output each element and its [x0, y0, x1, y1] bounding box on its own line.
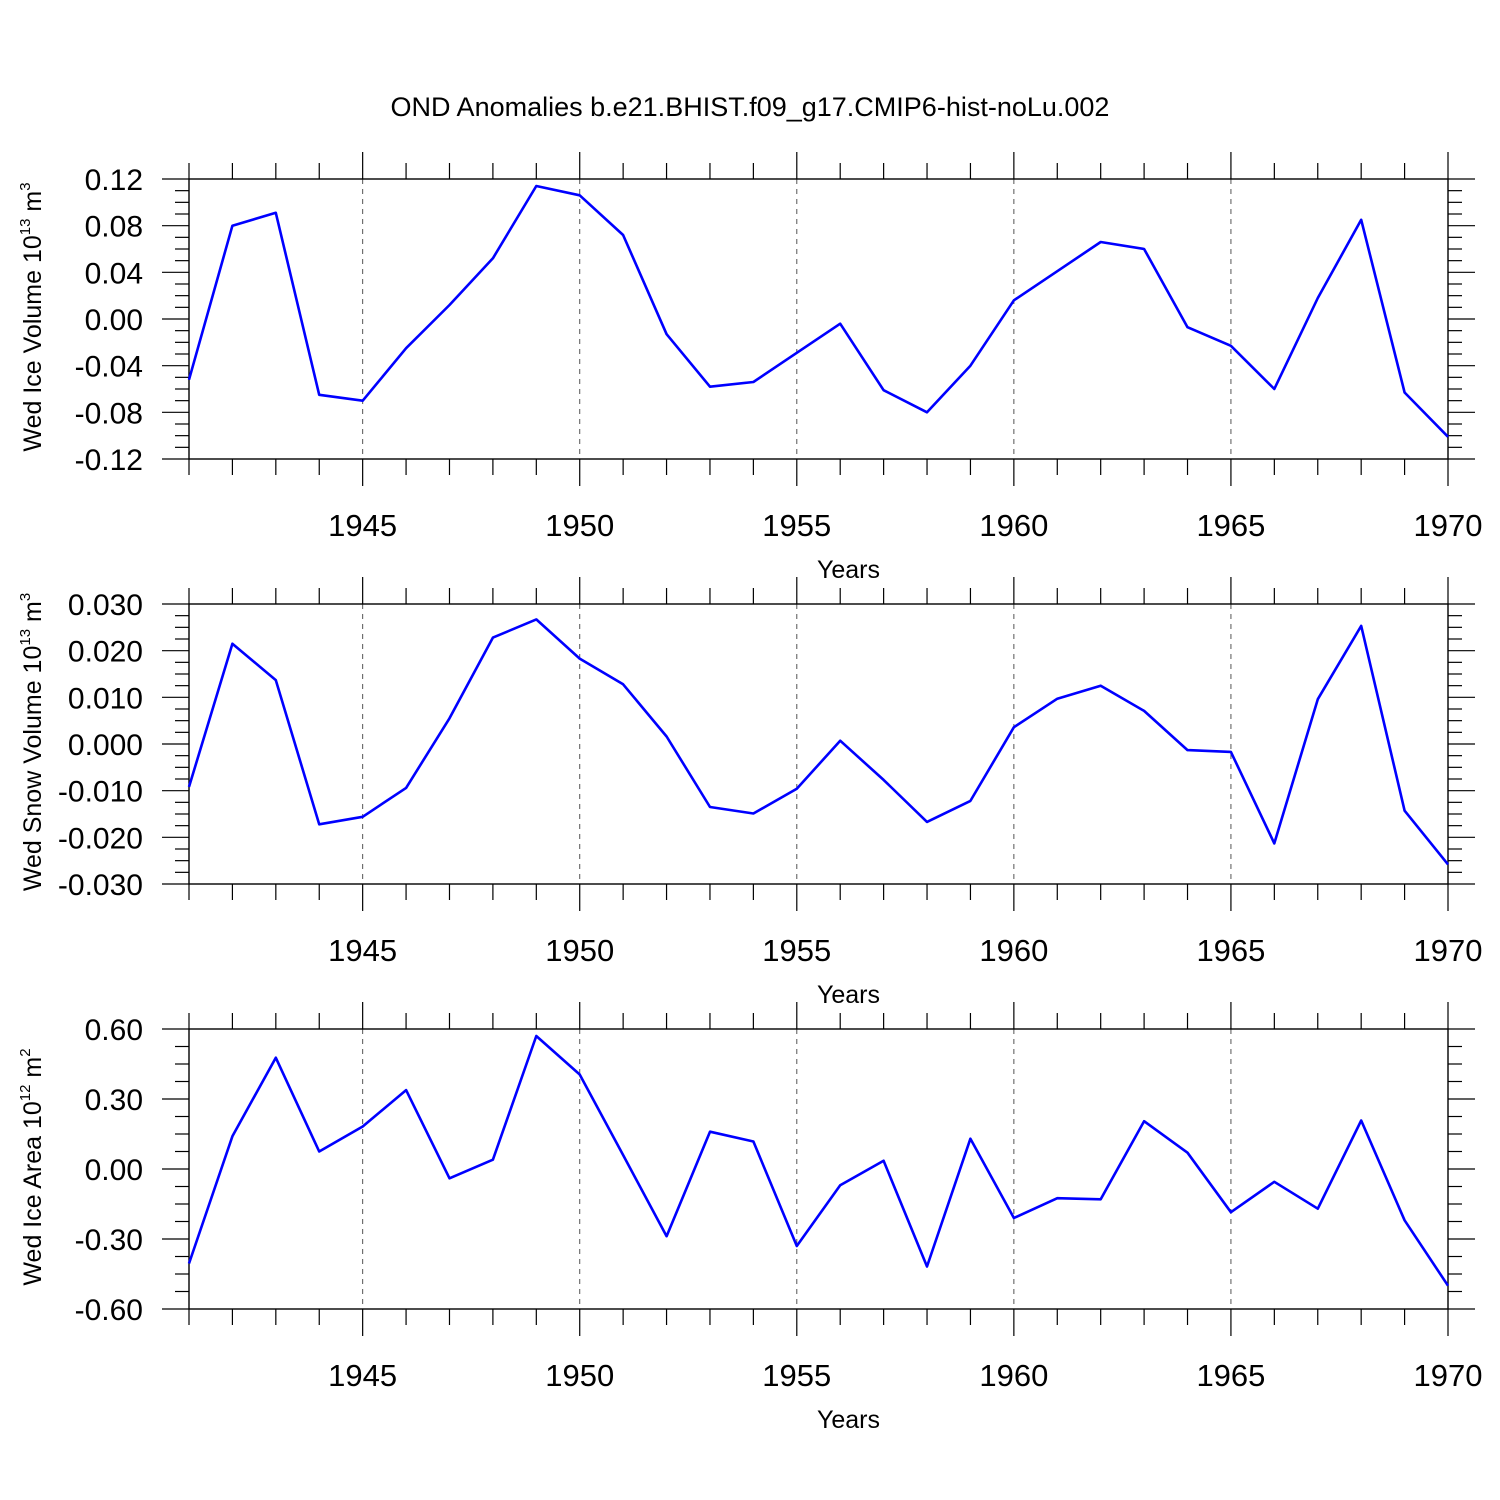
x-tick-label: 1970: [1414, 1358, 1483, 1393]
panel-1: 0.12 0.08 0.04 0.00 -0.04 -0.08 -0.12 1945 1950 1…: [17, 152, 1482, 584]
x-tick-label: 1970: [1414, 508, 1483, 543]
y-tick-label: -0.020: [58, 822, 143, 855]
x-tick-label: 1945: [328, 1358, 397, 1393]
plot-frame: [188, 603, 1449, 885]
series-line: [187, 1034, 1450, 1287]
x-tick-label: 1950: [545, 933, 614, 968]
y-tick-label: 0.12: [85, 164, 143, 197]
y-tick-label: 0.30: [85, 1084, 143, 1117]
y-axis-label: Wed Ice Area 1012 m2: [17, 1048, 47, 1285]
x-tick-label: 1955: [762, 508, 831, 543]
x-tick-label: 1965: [1196, 933, 1265, 968]
x-axis-label: Years: [817, 556, 880, 584]
y-tick-label: 0.00: [85, 1154, 143, 1187]
chart-title: OND Anomalies b.e21.BHIST.f09_g17.CMIP6-…: [391, 92, 1110, 122]
x-tick-label: 1960: [979, 1358, 1048, 1393]
y-tick-label: 0.010: [68, 682, 143, 715]
plot-frame: [188, 178, 1449, 460]
x-tick-label: 1965: [1196, 508, 1265, 543]
x-tick-label: 1955: [762, 1358, 831, 1393]
y-tick-label: 0.04: [85, 257, 143, 290]
x-tick-label: 1945: [328, 508, 397, 543]
y-tick-label: -0.60: [75, 1294, 143, 1327]
x-axis-label: Years: [817, 1406, 880, 1434]
y-tick-label: 0.030: [68, 589, 143, 622]
y-tick-label: -0.12: [75, 444, 143, 477]
x-axis-label: Years: [817, 981, 880, 1009]
y-tick-label: -0.04: [75, 351, 143, 384]
series-line: [187, 618, 1450, 866]
x-tick-label: 1945: [328, 933, 397, 968]
y-tick-label: 0.000: [68, 729, 143, 762]
y-tick-label: -0.010: [58, 776, 143, 809]
y-axis-label: Wed Ice Volume 1013 m3: [17, 182, 47, 451]
y-tick-label: 0.020: [68, 636, 143, 669]
x-tick-label: 1950: [545, 1358, 614, 1393]
y-tick-label: 0.60: [85, 1014, 143, 1047]
series-line: [187, 184, 1449, 438]
x-tick-label: 1960: [979, 508, 1048, 543]
y-tick-label: -0.030: [58, 869, 143, 902]
x-tick-label: 1965: [1196, 1358, 1265, 1393]
y-tick-label: -0.08: [75, 397, 143, 430]
panels: 0.12 0.08 0.04 0.00 -0.04 -0.08 -0.12 1945 1950 1…: [17, 152, 1482, 1434]
panel-3: 0.60 0.30 0.00 -0.30 -0.60 1945 1950 1955 1960 19…: [17, 1002, 1482, 1434]
x-tick-label: 1970: [1414, 933, 1483, 968]
x-tick-label: 1950: [545, 508, 614, 543]
panel-2: 0.030 0.020 0.010 0.000 -0.010 -0.020 -0.030 19…: [17, 577, 1482, 1009]
x-tick-label: 1955: [762, 933, 831, 968]
y-tick-label: 0.08: [85, 211, 143, 244]
x-tick-label: 1960: [979, 933, 1048, 968]
y-axis-label: Wed Snow Volume 1013 m3: [17, 593, 47, 891]
y-tick-label: -0.30: [75, 1224, 143, 1257]
plot-frame: [188, 1028, 1449, 1310]
y-tick-label: 0.00: [85, 304, 143, 337]
